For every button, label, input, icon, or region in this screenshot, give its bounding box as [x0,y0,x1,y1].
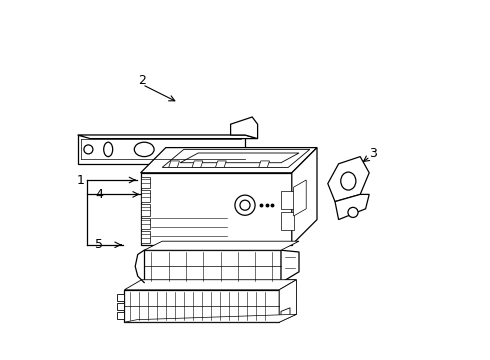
Polygon shape [141,218,149,229]
Polygon shape [259,161,270,167]
Polygon shape [281,212,294,230]
Polygon shape [141,204,149,216]
Polygon shape [141,231,149,243]
Polygon shape [192,161,203,167]
Text: 2: 2 [139,75,147,87]
Polygon shape [77,135,245,164]
Polygon shape [117,303,124,310]
Ellipse shape [341,172,356,190]
Polygon shape [124,290,279,322]
Polygon shape [162,149,310,167]
Polygon shape [144,250,281,283]
Polygon shape [77,135,258,139]
Polygon shape [141,148,317,173]
Polygon shape [180,153,299,163]
Polygon shape [281,308,290,320]
Text: 4: 4 [95,188,103,201]
Polygon shape [328,157,369,202]
Circle shape [235,195,255,215]
Polygon shape [141,173,292,245]
Polygon shape [294,180,306,216]
Text: 3: 3 [369,147,377,159]
Polygon shape [216,161,226,167]
Polygon shape [141,190,149,202]
Polygon shape [292,148,317,245]
Ellipse shape [104,142,113,157]
Polygon shape [117,294,124,301]
Circle shape [240,200,250,210]
Polygon shape [279,280,296,322]
Polygon shape [335,194,369,220]
Ellipse shape [134,142,154,157]
Polygon shape [124,280,296,290]
Polygon shape [169,161,179,167]
Polygon shape [141,177,149,188]
Text: 5: 5 [95,238,103,251]
Polygon shape [231,117,258,139]
Text: 1: 1 [76,174,84,186]
Ellipse shape [348,207,358,217]
Polygon shape [117,312,124,319]
Polygon shape [124,314,296,322]
Polygon shape [144,241,299,250]
Ellipse shape [84,145,93,154]
Polygon shape [281,250,299,283]
Polygon shape [281,191,294,209]
